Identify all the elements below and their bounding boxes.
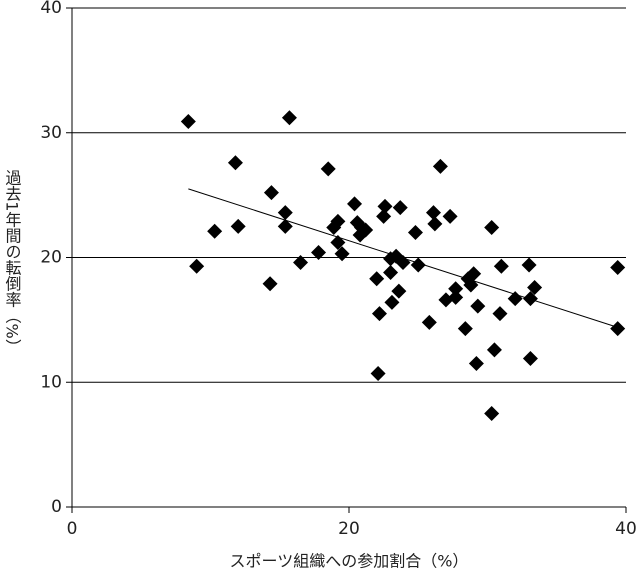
point xyxy=(370,366,386,382)
point xyxy=(369,271,385,287)
y-tick-label: 0 xyxy=(51,497,62,517)
point xyxy=(493,258,509,274)
point xyxy=(277,218,293,234)
point xyxy=(330,213,346,229)
y-tick-label: 30 xyxy=(40,123,62,143)
point xyxy=(293,254,309,270)
point xyxy=(432,158,448,174)
y-tick-label: 20 xyxy=(40,248,62,268)
point xyxy=(470,298,486,314)
y-tick-label: 10 xyxy=(40,372,62,392)
point xyxy=(448,281,464,297)
point xyxy=(527,279,543,295)
point xyxy=(189,258,205,274)
y-tick-label: 40 xyxy=(40,0,62,18)
point xyxy=(281,110,297,126)
point xyxy=(407,225,423,241)
point xyxy=(484,405,500,421)
point xyxy=(377,198,393,214)
point xyxy=(395,254,411,270)
point xyxy=(610,259,626,275)
point xyxy=(263,185,279,201)
point xyxy=(457,321,473,337)
point xyxy=(425,205,441,221)
x-axis-title: スポーツ組織への参加割合（%） xyxy=(230,552,469,571)
point xyxy=(486,342,502,358)
x-tick-label: 40 xyxy=(615,519,637,539)
point xyxy=(227,155,243,171)
point xyxy=(442,208,458,224)
point xyxy=(507,291,523,307)
point xyxy=(277,205,293,221)
point xyxy=(330,235,346,251)
point xyxy=(311,245,327,261)
point xyxy=(522,291,538,307)
point xyxy=(466,266,482,282)
point xyxy=(320,161,336,177)
point xyxy=(376,208,392,224)
x-tick-label: 20 xyxy=(338,519,360,539)
point xyxy=(448,289,464,305)
point xyxy=(262,276,278,292)
point xyxy=(371,306,387,322)
point xyxy=(492,306,508,322)
point xyxy=(207,223,223,239)
point xyxy=(230,218,246,234)
point xyxy=(484,220,500,236)
point xyxy=(421,314,437,330)
point xyxy=(427,216,443,232)
point xyxy=(410,257,426,273)
point xyxy=(358,222,374,238)
point xyxy=(463,277,479,293)
point xyxy=(334,246,350,262)
point xyxy=(347,196,363,212)
point xyxy=(384,294,400,310)
point xyxy=(392,200,408,216)
x-tick-label: 0 xyxy=(67,519,78,539)
point xyxy=(521,257,537,273)
y-axis-title: 過去1年間の転倒率（%） xyxy=(3,169,22,354)
point xyxy=(522,351,538,367)
point xyxy=(468,356,484,372)
point xyxy=(610,321,626,337)
point xyxy=(391,283,407,299)
point xyxy=(180,114,196,130)
point xyxy=(383,264,399,280)
